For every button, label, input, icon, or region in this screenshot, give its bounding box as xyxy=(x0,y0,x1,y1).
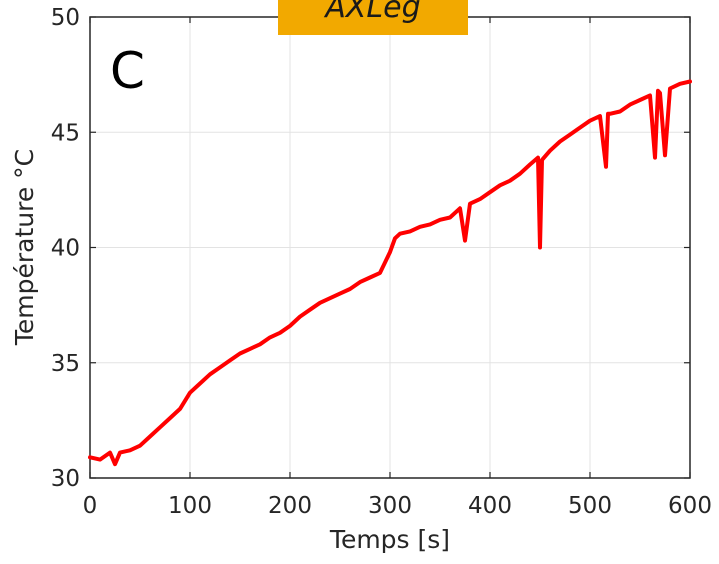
x-tick-label: 200 xyxy=(268,493,312,519)
y-tick-label: 45 xyxy=(51,120,80,146)
y-tick-label: 30 xyxy=(51,466,80,492)
axis-ticks xyxy=(89,16,691,479)
brand-badge xyxy=(278,0,468,35)
x-tick-label: 100 xyxy=(168,493,212,519)
x-tick-labels: 0 100 200 300 400 500 600 xyxy=(83,493,712,519)
x-tick-label: 400 xyxy=(468,493,512,519)
x-tick-label: 0 xyxy=(83,493,98,519)
brand-badge-text: AXLeg xyxy=(323,0,420,25)
x-tick-label: 300 xyxy=(368,493,412,519)
x-axis-label: Temps [s] xyxy=(329,525,450,554)
y-tick-label: 50 xyxy=(51,5,80,31)
y-tick-labels: 30 35 40 45 50 xyxy=(51,5,80,492)
temperature-series-line xyxy=(88,79,692,467)
x-tick-label: 600 xyxy=(668,493,712,519)
panel-letter: C xyxy=(110,42,145,100)
x-tick-label: 500 xyxy=(568,493,612,519)
y-tick-label: 40 xyxy=(51,236,80,262)
y-axis-label: Température °C xyxy=(10,149,39,346)
y-tick-label: 35 xyxy=(51,351,80,377)
